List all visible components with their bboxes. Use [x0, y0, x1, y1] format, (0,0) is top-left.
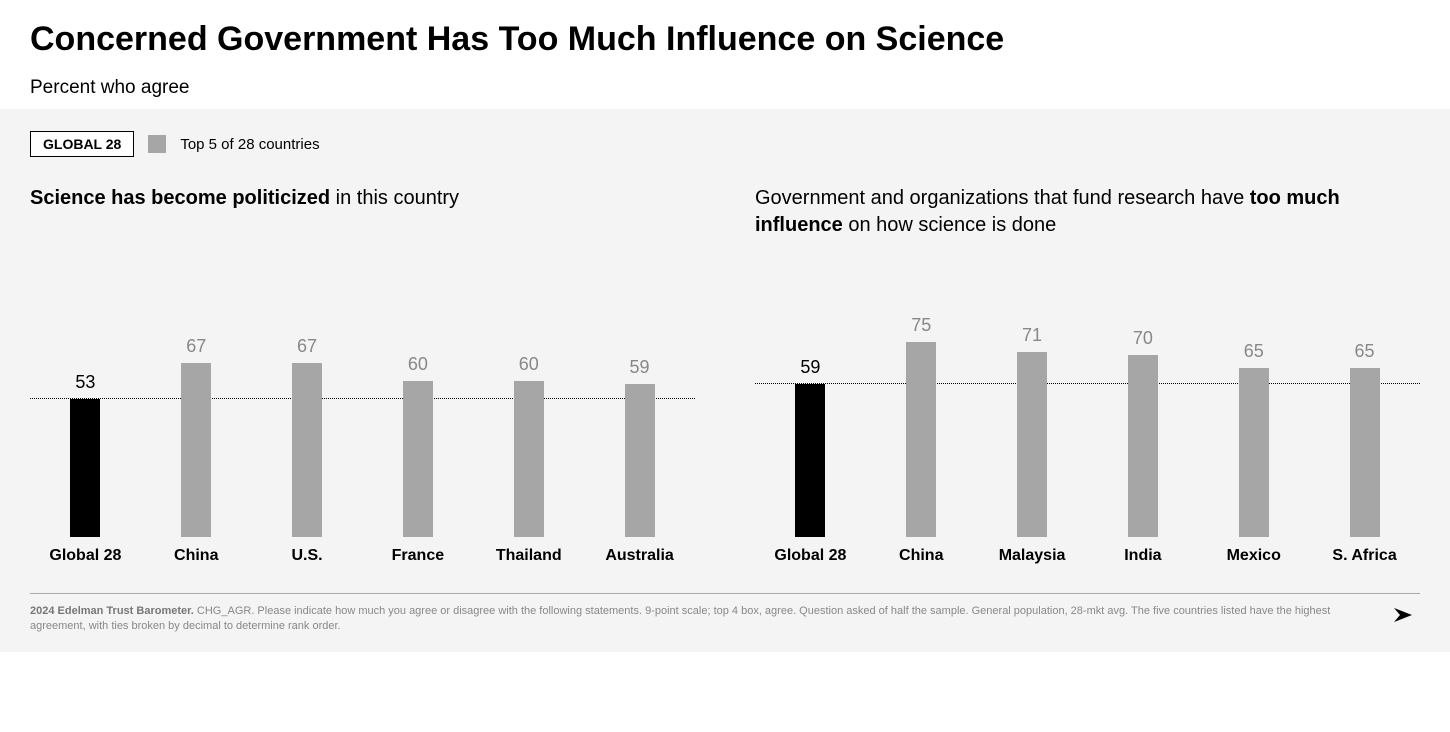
bar-category-label: Australia: [584, 547, 695, 565]
bar-slot: 67: [252, 336, 363, 537]
bar-value-label: 60: [408, 354, 428, 375]
bar-rect: [292, 363, 322, 537]
bar-category-label: China: [866, 547, 977, 565]
bar-rect: [181, 363, 211, 537]
bar-category-label: France: [362, 547, 473, 565]
bar-category-label: Thailand: [473, 547, 584, 565]
bar-value-label: 70: [1133, 328, 1153, 349]
bar-rect: [1239, 368, 1269, 537]
legend-swatch: [148, 135, 166, 153]
bar-value-label: 65: [1355, 341, 1375, 362]
bar-category-label: U.S.: [252, 547, 363, 565]
bar-slot: 67: [141, 336, 252, 537]
bar-rect: [625, 384, 655, 537]
page-subtitle: Percent who agree: [30, 77, 1420, 99]
bar-value-label: 65: [1244, 341, 1264, 362]
bar-category-label: India: [1087, 547, 1198, 565]
bar-value-label: 59: [800, 357, 820, 378]
bar-slot: 59: [584, 357, 695, 537]
bar-rect: [403, 381, 433, 537]
bar-value-label: 60: [519, 354, 539, 375]
bar-slot: 75: [866, 315, 977, 537]
chart-title: Science has become politicized in this c…: [30, 185, 695, 239]
footnote: 2024 Edelman Trust Barometer. CHG_AGR. P…: [30, 604, 1372, 634]
header: Concerned Government Has Too Much Influe…: [0, 0, 1450, 109]
bar-slot: 70: [1087, 328, 1198, 537]
bar-slot: 59: [755, 357, 866, 537]
bar-value-label: 67: [186, 336, 206, 357]
footer: 2024 Edelman Trust Barometer. CHG_AGR. P…: [30, 593, 1420, 634]
labels-row: Global 28ChinaU.S.FranceThailandAustrali…: [30, 547, 695, 565]
page-title: Concerned Government Has Too Much Influe…: [30, 20, 1420, 59]
chart-title: Government and organizations that fund r…: [755, 185, 1420, 239]
bar-category-label: S. Africa: [1309, 547, 1420, 565]
bar-rect: [1017, 352, 1047, 537]
bar-rect: [906, 342, 936, 537]
legend-global-box: GLOBAL 28: [30, 131, 134, 157]
chart-panel-politicized: Science has become politicized in this c…: [30, 185, 695, 565]
footnote-rest: CHG_AGR. Please indicate how much you ag…: [30, 605, 1330, 632]
labels-row: Global 28ChinaMalaysiaIndiaMexicoS. Afri…: [755, 547, 1420, 565]
bar-slot: 60: [473, 354, 584, 537]
bar-slot: 65: [1198, 341, 1309, 537]
bar-slot: 60: [362, 354, 473, 537]
charts-row: Science has become politicized in this c…: [30, 185, 1420, 565]
bar-value-label: 67: [297, 336, 317, 357]
bar-slot: 53: [30, 372, 141, 537]
bars-container: 59 75 71 70 65 65: [755, 247, 1420, 537]
bar-rect: [1128, 355, 1158, 537]
bar-rect: [514, 381, 544, 537]
legend-row: GLOBAL 28 Top 5 of 28 countries: [30, 131, 1420, 157]
chart-title-bold: Science has become politicized: [30, 187, 330, 209]
footnote-bold: 2024 Edelman Trust Barometer.: [30, 605, 194, 617]
chart-title-rest: in this country: [330, 187, 459, 209]
bar-slot: 71: [977, 325, 1088, 537]
bar-value-label: 75: [911, 315, 931, 336]
bar-category-label: Malaysia: [977, 547, 1088, 565]
chart-title-rest: on how science is done: [843, 214, 1056, 236]
bar-slot: 65: [1309, 341, 1420, 537]
chart-area: GLOBAL 28 Top 5 of 28 countries Science …: [0, 109, 1450, 652]
bar-category-label: Global 28: [30, 547, 141, 565]
bar-value-label: 71: [1022, 325, 1042, 346]
bar-value-label: 53: [75, 372, 95, 393]
bar-value-label: 59: [630, 357, 650, 378]
bars-container: 53 67 67 60 60 59: [30, 247, 695, 537]
bar-rect: [70, 399, 100, 537]
bar-category-label: Mexico: [1198, 547, 1309, 565]
next-arrow-icon[interactable]: [1392, 604, 1420, 633]
bar-category-label: China: [141, 547, 252, 565]
chart-title-prefix: Government and organizations that fund r…: [755, 187, 1250, 209]
legend-text: Top 5 of 28 countries: [180, 136, 319, 153]
bar-rect: [1350, 368, 1380, 537]
bar-rect: [795, 384, 825, 537]
bar-category-label: Global 28: [755, 547, 866, 565]
chart-panel-too-much-influence: Government and organizations that fund r…: [755, 185, 1420, 565]
